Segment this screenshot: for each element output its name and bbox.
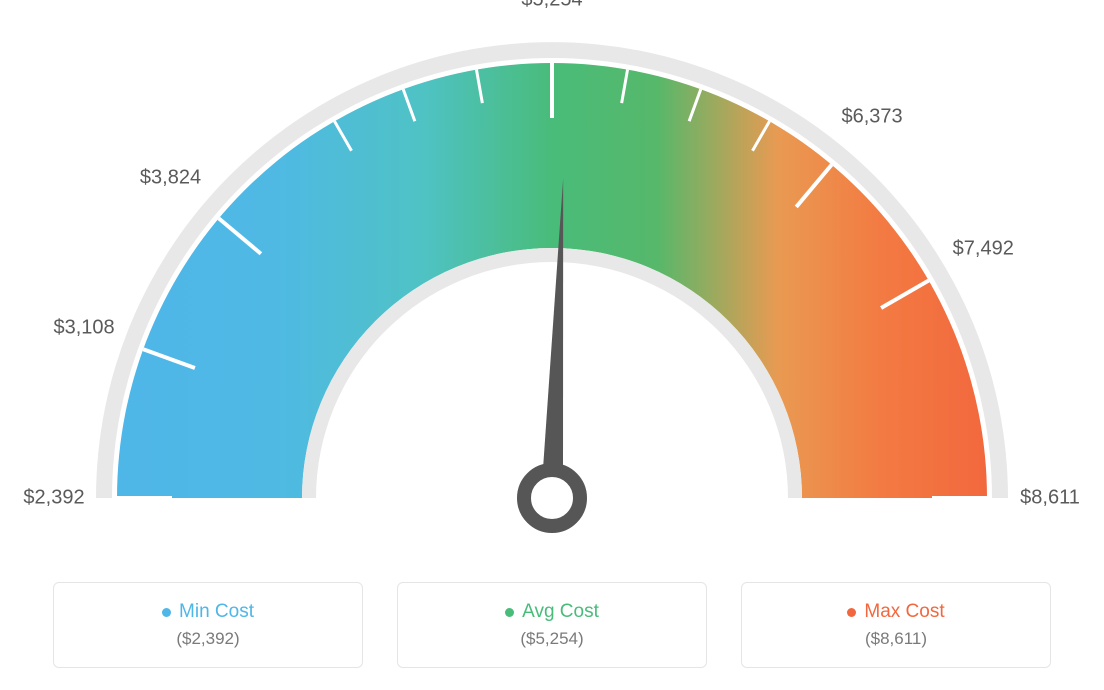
gauge-chart: $2,392 $3,108 $3,824 $5,254 $6,373 $7,492 $8,6… — [0, 0, 1104, 560]
gauge-tick-label: $6,373 — [842, 105, 903, 128]
legend-avg-value: ($5,254) — [520, 629, 583, 649]
legend-min-label: Min Cost — [179, 601, 254, 623]
legend-avg-label: Avg Cost — [522, 601, 599, 623]
legend-card-min: Min Cost ($2,392) — [53, 582, 363, 668]
dot-icon — [162, 608, 171, 617]
legend-title-max: Max Cost — [847, 601, 944, 623]
legend-min-value: ($2,392) — [176, 629, 239, 649]
legend-title-avg: Avg Cost — [505, 601, 599, 623]
legend-row: Min Cost ($2,392) Avg Cost ($5,254) Max … — [0, 582, 1104, 668]
legend-card-max: Max Cost ($8,611) — [741, 582, 1051, 668]
gauge-tick-label: $8,611 — [1020, 487, 1080, 510]
legend-max-label: Max Cost — [864, 601, 944, 623]
legend-card-avg: Avg Cost ($5,254) — [397, 582, 707, 668]
legend-title-min: Min Cost — [162, 601, 254, 623]
gauge-tick-label: $3,824 — [140, 166, 201, 189]
dot-icon — [847, 608, 856, 617]
dot-icon — [505, 608, 514, 617]
gauge-tick-label: $2,392 — [23, 487, 84, 510]
gauge-tick-label: $3,108 — [53, 316, 114, 339]
gauge-tick-label: $5,254 — [521, 0, 582, 12]
legend-max-value: ($8,611) — [865, 629, 927, 649]
gauge-tick-label: $7,492 — [953, 238, 1014, 261]
gauge-svg — [0, 0, 1104, 560]
